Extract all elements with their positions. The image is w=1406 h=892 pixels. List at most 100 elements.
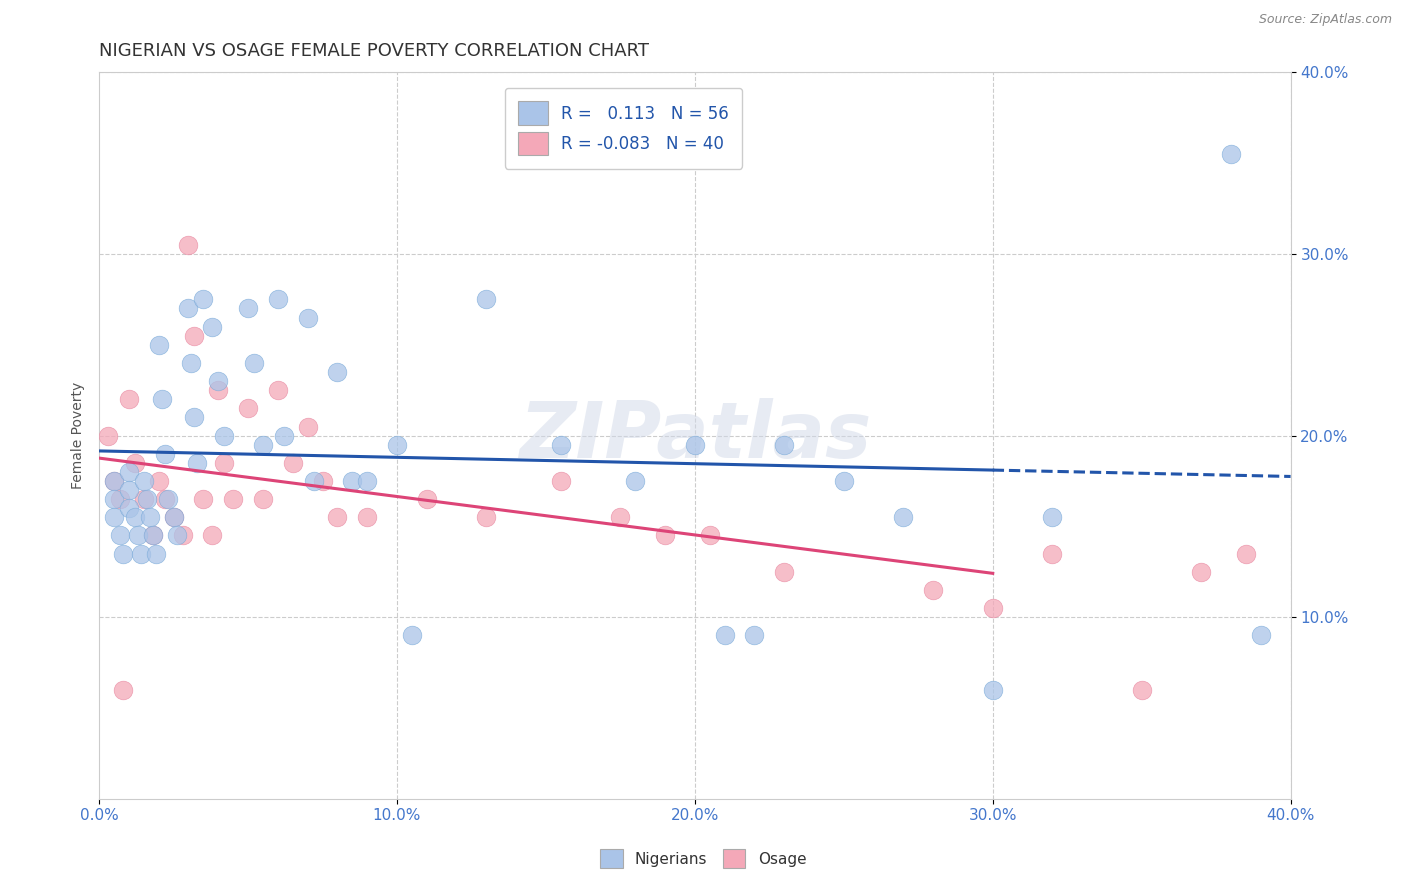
Point — [236, 401, 259, 416]
Legend: R =   0.113   N = 56, R = -0.083   N = 40: R = 0.113 N = 56, R = -0.083 N = 40 — [505, 88, 742, 169]
Point — [132, 492, 155, 507]
Point — [212, 456, 235, 470]
Point — [153, 492, 176, 507]
Point — [713, 628, 735, 642]
Text: Source: ZipAtlas.com: Source: ZipAtlas.com — [1258, 13, 1392, 27]
Point — [172, 528, 194, 542]
Point — [180, 356, 202, 370]
Text: ZIPatlas: ZIPatlas — [519, 398, 870, 474]
Point — [145, 547, 167, 561]
Point — [124, 456, 146, 470]
Point — [297, 419, 319, 434]
Point — [124, 510, 146, 524]
Point — [401, 628, 423, 642]
Point — [118, 501, 141, 516]
Point — [297, 310, 319, 325]
Point — [142, 528, 165, 542]
Point — [356, 474, 378, 488]
Point — [139, 510, 162, 524]
Point — [1189, 565, 1212, 579]
Y-axis label: Female Poverty: Female Poverty — [72, 382, 86, 489]
Point — [342, 474, 364, 488]
Point — [326, 510, 349, 524]
Point — [475, 293, 498, 307]
Point — [201, 319, 224, 334]
Point — [267, 293, 290, 307]
Point — [1040, 510, 1063, 524]
Point — [475, 510, 498, 524]
Point — [654, 528, 676, 542]
Point — [135, 492, 157, 507]
Point — [183, 410, 205, 425]
Point — [111, 682, 134, 697]
Point — [162, 510, 184, 524]
Point — [609, 120, 631, 134]
Point — [108, 492, 131, 507]
Point — [97, 428, 120, 442]
Point — [243, 356, 266, 370]
Point — [212, 428, 235, 442]
Point — [193, 293, 215, 307]
Point — [129, 547, 152, 561]
Point — [1250, 628, 1272, 642]
Point — [148, 338, 170, 352]
Point — [118, 483, 141, 497]
Point — [281, 456, 304, 470]
Point — [156, 492, 179, 507]
Point — [207, 383, 229, 397]
Point — [177, 238, 200, 252]
Point — [166, 528, 188, 542]
Point — [609, 510, 631, 524]
Point — [183, 328, 205, 343]
Point — [103, 492, 125, 507]
Point — [118, 392, 141, 407]
Point — [153, 447, 176, 461]
Point — [103, 510, 125, 524]
Point — [744, 628, 766, 642]
Point — [118, 465, 141, 479]
Point — [127, 528, 149, 542]
Point — [132, 474, 155, 488]
Point — [550, 438, 572, 452]
Point — [773, 438, 796, 452]
Point — [550, 474, 572, 488]
Point — [222, 492, 245, 507]
Point — [981, 601, 1004, 615]
Point — [1220, 147, 1243, 161]
Point — [236, 301, 259, 316]
Point — [267, 383, 290, 397]
Point — [103, 474, 125, 488]
Point — [108, 528, 131, 542]
Point — [893, 510, 915, 524]
Point — [150, 392, 173, 407]
Point — [193, 492, 215, 507]
Point — [1234, 547, 1257, 561]
Point — [311, 474, 333, 488]
Point — [207, 374, 229, 388]
Point — [773, 565, 796, 579]
Point — [201, 528, 224, 542]
Point — [252, 492, 274, 507]
Point — [1130, 682, 1153, 697]
Point — [252, 438, 274, 452]
Point — [1040, 547, 1063, 561]
Point — [273, 428, 295, 442]
Point — [162, 510, 184, 524]
Point — [103, 474, 125, 488]
Point — [302, 474, 325, 488]
Point — [699, 528, 721, 542]
Point — [981, 682, 1004, 697]
Point — [142, 528, 165, 542]
Point — [356, 510, 378, 524]
Point — [186, 456, 208, 470]
Point — [624, 474, 647, 488]
Point — [177, 301, 200, 316]
Point — [683, 438, 706, 452]
Legend: Nigerians, Osage: Nigerians, Osage — [592, 841, 814, 875]
Text: NIGERIAN VS OSAGE FEMALE POVERTY CORRELATION CHART: NIGERIAN VS OSAGE FEMALE POVERTY CORRELA… — [100, 42, 650, 60]
Point — [148, 474, 170, 488]
Point — [416, 492, 439, 507]
Point — [385, 438, 408, 452]
Point — [922, 582, 945, 597]
Point — [326, 365, 349, 379]
